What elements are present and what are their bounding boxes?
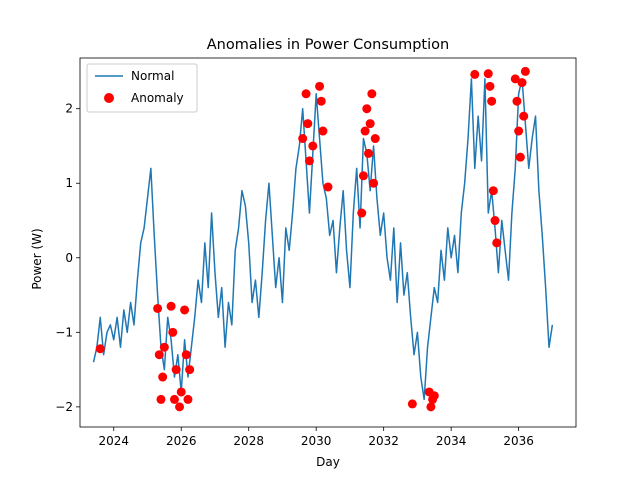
x-tick-label: 2028 (233, 434, 264, 448)
anomaly-point (168, 327, 178, 337)
anomaly-point (363, 148, 373, 158)
anomaly-point (315, 81, 325, 91)
x-tick-label: 2024 (98, 434, 129, 448)
anomaly-point (95, 344, 105, 354)
anomaly-point (470, 69, 480, 79)
anomaly-point (370, 134, 380, 144)
anomaly-point (487, 96, 497, 106)
legend-anomaly-swatch (104, 93, 114, 103)
x-tick-label: 2034 (436, 434, 467, 448)
legend-normal-label: Normal (131, 69, 174, 83)
anomaly-point (514, 126, 524, 136)
y-tick-label: −2 (55, 400, 73, 414)
anomaly-point (303, 119, 313, 129)
anomaly-point (488, 186, 498, 196)
anomaly-point (365, 119, 375, 129)
y-tick-label: 0 (65, 251, 73, 265)
y-tick-label: 1 (65, 176, 73, 190)
anomaly-point (429, 391, 439, 401)
anomaly-point (485, 81, 495, 91)
y-tick-label: −1 (55, 325, 73, 339)
x-tick-label: 2030 (301, 434, 332, 448)
anomaly-point (153, 303, 163, 313)
anomaly-point (156, 394, 166, 404)
y-tick-label: 2 (65, 102, 73, 116)
anomaly-point (515, 152, 525, 162)
anomaly-point (426, 402, 436, 412)
anomaly-point (490, 216, 500, 226)
chart-title: Anomalies in Power Consumption (207, 37, 449, 53)
plot-frame (79, 57, 577, 428)
x-tick-label: 2026 (166, 434, 197, 448)
anomaly-point (407, 399, 417, 409)
anomaly-point (323, 182, 333, 192)
anomaly-point (483, 69, 493, 79)
anomaly-point (298, 134, 308, 144)
anomaly-point (357, 208, 367, 218)
anomaly-point (318, 126, 328, 136)
legend: Normal Anomaly (86, 63, 198, 113)
anomaly-point (154, 350, 164, 360)
anomaly-point (175, 402, 185, 412)
anomaly-point (169, 394, 179, 404)
x-tick-label: 2036 (503, 434, 534, 448)
anomaly-point (512, 96, 522, 106)
x-tick-label: 2032 (368, 434, 399, 448)
anomaly-point (358, 171, 368, 181)
anomaly-point (520, 66, 530, 76)
y-axis-label: Power (W) (30, 228, 44, 289)
anomaly-point (159, 342, 169, 352)
anomaly-point (308, 141, 318, 151)
anomaly-point (180, 305, 190, 315)
anomaly-point (166, 301, 176, 311)
anomaly-point (517, 78, 527, 88)
anomaly-point (360, 126, 370, 136)
anomaly-point (301, 89, 311, 99)
anomaly-point (362, 104, 372, 114)
legend-anomaly-label: Anomaly (131, 91, 184, 105)
anomaly-point (158, 372, 168, 382)
anomaly-point (367, 89, 377, 99)
anomaly-point (316, 96, 326, 106)
anomaly-point (171, 365, 181, 375)
anomaly-point (181, 350, 191, 360)
anomaly-point (369, 178, 379, 188)
anomaly-point (519, 111, 529, 121)
anomaly-point (304, 156, 314, 166)
anomaly-point (492, 238, 502, 248)
anomaly-point (176, 387, 186, 397)
plot-area: 2024 2026 2028 2030 2032 2034 2036 −2 −1 0 1 2 (55, 57, 577, 448)
anomaly-point (185, 365, 195, 375)
anomaly-point (510, 74, 520, 84)
x-axis-label: Day (316, 455, 340, 469)
anomaly-point (183, 394, 193, 404)
